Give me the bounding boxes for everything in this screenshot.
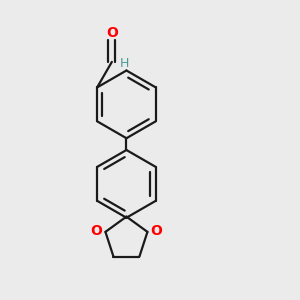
Text: O: O: [150, 224, 162, 238]
Text: H: H: [119, 57, 129, 70]
Text: O: O: [91, 224, 103, 238]
Text: O: O: [106, 26, 118, 40]
